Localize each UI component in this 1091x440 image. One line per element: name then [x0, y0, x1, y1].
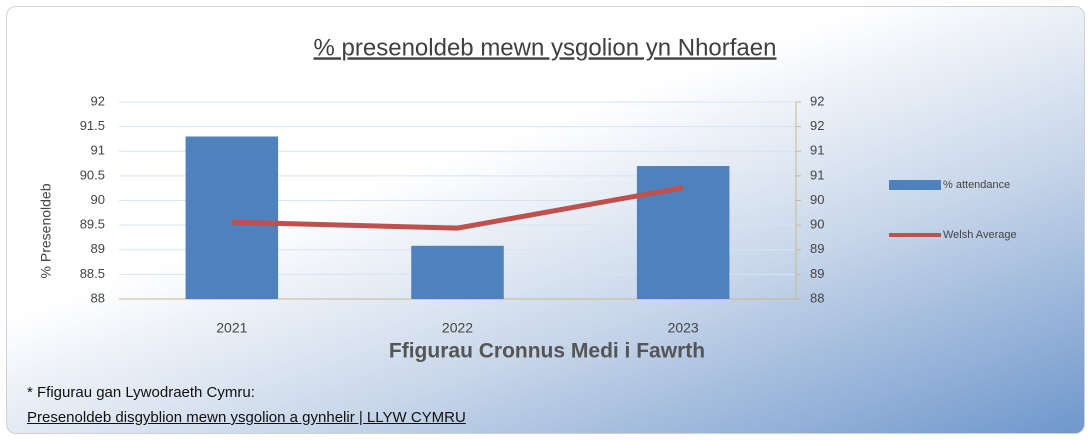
source-link[interactable]: Presenoldeb disgyblion mewn ysgolion a g… — [27, 409, 466, 426]
bar — [185, 136, 279, 299]
footnote: * Ffigurau gan Lywodraeth Cymru: — [27, 384, 255, 401]
x-tick-label: 2023 — [668, 320, 699, 336]
x-axis-title: Ffigurau Cronnus Medi i Fawrth — [389, 340, 705, 363]
line — [231, 185, 684, 231]
legend-swatch — [889, 180, 941, 190]
y2-tick-label: 90 — [810, 217, 824, 232]
legend-label: Welsh Average — [943, 229, 1017, 241]
bar — [411, 245, 504, 299]
bar — [636, 166, 730, 299]
y2-tick-label: 92 — [810, 118, 824, 133]
chart: % presenoldeb mewn ysgolion yn Nhorfaen … — [38, 34, 1017, 363]
y2-tick-label: 91 — [810, 167, 824, 182]
y-tick-label: 91 — [91, 143, 105, 158]
y2-tick-label: 89 — [810, 241, 824, 256]
y2-tick-label: 88 — [810, 290, 824, 305]
y2-tick-label: 90 — [810, 192, 824, 207]
y-tick-label: 88.5 — [80, 266, 105, 281]
y2-tick-label: 89 — [810, 266, 824, 281]
y2-tick-label: 91 — [810, 143, 824, 158]
y-tick-label: 89 — [91, 241, 105, 256]
x-tick-label: 2021 — [216, 320, 247, 336]
y-axis-title: % Presenoldeb — [38, 183, 54, 278]
y-tick-label: 91.5 — [80, 118, 105, 133]
y-tick-label: 88 — [91, 290, 105, 305]
x-tick-label: 2022 — [442, 320, 473, 336]
chart-card: % presenoldeb mewn ysgolion yn Nhorfaen … — [6, 6, 1085, 434]
y2-tick-label: 92 — [810, 93, 824, 108]
y-tick-label: 90.5 — [80, 167, 105, 182]
y-tick-label: 89.5 — [80, 217, 105, 232]
y-tick-label: 92 — [91, 93, 105, 108]
legend-label: % attendance — [943, 179, 1010, 191]
y-tick-label: 90 — [91, 192, 105, 207]
chart-title: % presenoldeb mewn ysgolion yn Nhorfaen — [314, 34, 777, 61]
